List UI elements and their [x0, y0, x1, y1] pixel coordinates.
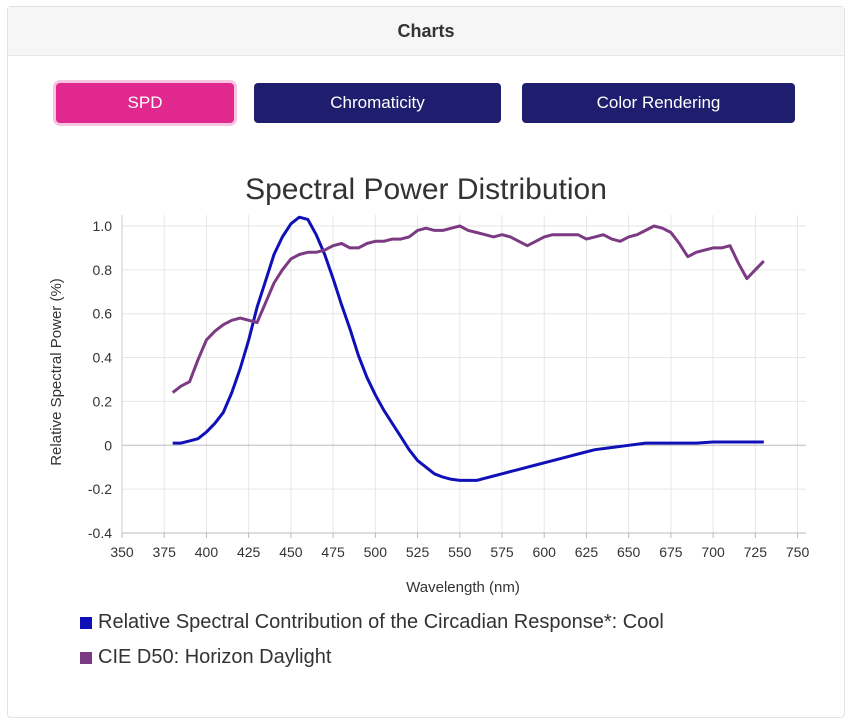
chart-grid: [121, 215, 806, 534]
series-line-d50[interactable]: [171, 224, 765, 394]
series-line-circadian[interactable]: [172, 215, 764, 482]
legend-item-circadian[interactable]: Relative Spectral Contribution of the Ci…: [80, 605, 664, 640]
x-axis-label: Wavelength (nm): [406, 579, 520, 596]
charts-card: Charts: [7, 6, 845, 718]
x-tick-label: 425: [237, 544, 261, 560]
x-tick-label: 750: [786, 544, 810, 560]
legend-swatch-circadian: [80, 616, 92, 629]
x-tick-label: 650: [617, 544, 641, 560]
y-tick-label: 1.0: [93, 218, 113, 234]
tab-color-rendering[interactable]: Color Rendering: [522, 83, 795, 123]
x-tick-label: 500: [364, 544, 388, 560]
chart-svg: 350 375 400 425 450 475 500 525 550 575 600 625 650 6…: [48, 173, 810, 596]
x-tick-label: 700: [701, 544, 725, 560]
y-tick-label: 0: [104, 437, 112, 453]
chart-tabs: SPD Chromaticity Color Rendering: [0, 83, 855, 123]
legend-label-d50: CIE D50: Horizon Daylight: [98, 646, 332, 668]
x-tick-label: 725: [744, 544, 768, 560]
tab-spd[interactable]: SPD: [56, 83, 234, 123]
y-tick-label: 0.8: [93, 262, 113, 278]
x-tick-label: 675: [659, 544, 683, 560]
legend-label-circadian: Relative Spectral Contribution of the Ci…: [98, 611, 664, 633]
y-tick-label: 0.2: [93, 393, 113, 409]
chart-series: [171, 215, 765, 482]
legend-swatch-d50: [80, 651, 92, 664]
card-header: Charts: [8, 7, 844, 56]
y-tick-label: -0.4: [88, 525, 112, 541]
x-tick-label: 600: [533, 544, 557, 560]
chart-title: Spectral Power Distribution: [245, 173, 607, 206]
x-tick-label: 550: [448, 544, 472, 560]
x-tick-label: 575: [490, 544, 514, 560]
x-tick-label: 625: [575, 544, 599, 560]
chart-axes: 350 375 400 425 450 475 500 525 550 575 600 625 650 6…: [88, 215, 810, 560]
x-tick-label: 475: [321, 544, 345, 560]
y-tick-label: 0.6: [93, 306, 113, 322]
x-tick-label: 375: [153, 544, 177, 560]
x-tick-label: 450: [279, 544, 303, 560]
tab-chromaticity[interactable]: Chromaticity: [254, 83, 501, 123]
y-tick-label: 0.4: [93, 350, 113, 366]
x-tick-label: 400: [195, 544, 219, 560]
spd-chart: 350 375 400 425 450 475 500 525 550 575 600 625 650 6…: [0, 160, 855, 605]
x-tick-label: 350: [110, 544, 134, 560]
card-title: Charts: [397, 20, 455, 41]
legend-item-d50[interactable]: CIE D50: Horizon Daylight: [80, 640, 664, 675]
chart-legend: Relative Spectral Contribution of the Ci…: [80, 605, 664, 675]
x-tick-label: 525: [406, 544, 430, 560]
y-axis-label: Relative Spectral Power (%): [48, 278, 65, 466]
y-tick-label: -0.2: [88, 481, 112, 497]
